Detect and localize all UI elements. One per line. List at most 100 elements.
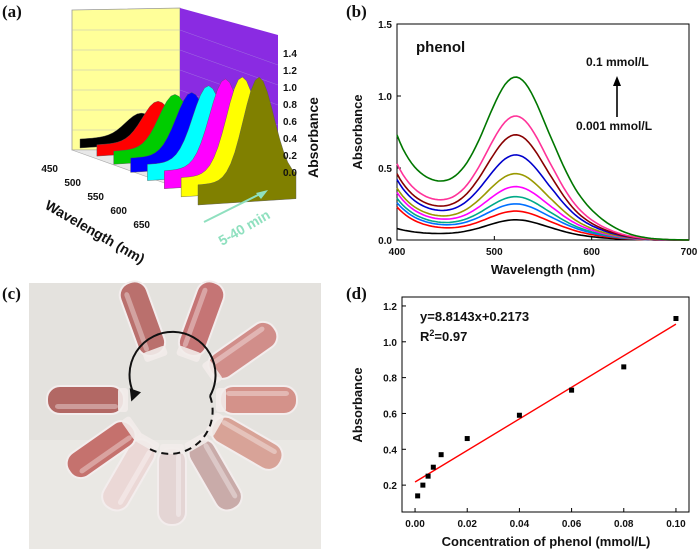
- vial-highlight: [79, 435, 132, 474]
- vial: [216, 385, 298, 415]
- absorbance-tick-label: 1.0: [283, 83, 297, 94]
- circle-arrow-head: [129, 388, 142, 402]
- data-point: [415, 493, 421, 499]
- b-y-axis-label: Absorbance: [350, 94, 365, 169]
- d-y-axis-label: Absorbance: [350, 367, 365, 442]
- b-y-tick-label: 1.5: [378, 20, 392, 31]
- d-y-tick-label: 1.0: [383, 338, 397, 349]
- vial-neck: [122, 416, 142, 440]
- panel-c: (c): [2, 280, 321, 549]
- d-equation: y=8.8143x+0.2173: [420, 309, 529, 324]
- vial: [46, 385, 128, 415]
- vial-liquid: [46, 385, 125, 415]
- vial-highlight: [55, 404, 118, 409]
- d-y-tick-label: 0.8: [383, 374, 397, 385]
- d-x-tick-label: 0.04: [510, 519, 530, 530]
- vial: [202, 320, 279, 384]
- vial-liquid: [219, 385, 298, 415]
- a-z-axis-label: Absorbance: [305, 97, 321, 178]
- vial-neck: [143, 345, 168, 362]
- fit-line: [414, 323, 677, 483]
- spectrum-line: [396, 76, 689, 241]
- d-x-tick-label: 0.10: [666, 519, 686, 530]
- wall-gridline: [179, 49, 279, 86]
- b-high-conc-label: 0.1 mmol/L: [586, 55, 649, 69]
- b-ticks: 400 500 600 700 0.0 0.5 1.0 1.5: [378, 20, 698, 258]
- data-point: [569, 387, 575, 393]
- spectrum-slice: [197, 76, 297, 206]
- vial-neck: [202, 360, 222, 384]
- vial-highlight: [117, 449, 152, 505]
- vial-highlight: [124, 292, 149, 352]
- d-y-tick-label: 0.2: [383, 481, 397, 492]
- vial-neck: [118, 388, 128, 412]
- data-point: [420, 482, 426, 488]
- absorbance-ticks: 0.0 0.2 0.4 0.6 0.8 1.0 1.2 1.4: [283, 49, 297, 179]
- vial: [184, 433, 243, 512]
- wall-gridline: [179, 29, 279, 66]
- data-point: [438, 452, 444, 458]
- d-ticks: 0.00 0.02 0.04 0.06 0.08 0.10 0.2 0.4 0.6 0.8 1.0 1…: [383, 302, 686, 530]
- spectrum-line: [396, 206, 689, 241]
- spectra-slices: [79, 76, 297, 206]
- d-x-tick-label: 0.00: [405, 519, 425, 530]
- vial: [101, 433, 160, 512]
- wavelength-ticks: 450 500 550 600 650: [41, 164, 150, 231]
- absorbance-tick-label: 1.4: [283, 49, 297, 60]
- d-y-tick-label: 0.6: [383, 409, 397, 420]
- b-plot-frame: [396, 23, 690, 241]
- absorbance-tick-label: 0.4: [283, 134, 297, 145]
- d-x-tick-label: 0.02: [457, 519, 477, 530]
- vial-neck: [176, 345, 201, 362]
- d-x-tick-label: 0.06: [562, 519, 582, 530]
- b-low-conc-label: 0.001 mmol/L: [576, 119, 652, 133]
- vial-highlight: [221, 420, 277, 455]
- b-conc-arrow-head: [613, 76, 621, 86]
- panel-a: (a) 450 500 550 600 650 0.0 0.2 0.4 0.6 0.8 1.0 1.…: [2, 2, 321, 267]
- data-point: [621, 364, 627, 370]
- d-r2-superscript: 2: [429, 328, 434, 338]
- b-x-axis-label: Wavelength (nm): [491, 262, 595, 277]
- panel-label-d: (d): [346, 284, 367, 303]
- b-x-tick-label: 700: [681, 247, 698, 258]
- d-x-axis-label: Concentration of phenol (mmol/L): [442, 534, 651, 549]
- vial-neck: [205, 412, 224, 437]
- a-x-axis-label: Wavelength (nm): [43, 197, 148, 267]
- circle-arrow-solid: [128, 330, 217, 397]
- circle-arrow-dashed: [147, 395, 214, 455]
- vial-liquid: [157, 447, 187, 526]
- d-r2-letter: R: [420, 329, 430, 344]
- b-x-tick-label: 400: [389, 247, 406, 258]
- absorbance-tick-label: 1.2: [283, 66, 297, 77]
- time-arrow: [203, 192, 263, 223]
- wavelength-tick-label: 450: [41, 164, 58, 175]
- vial-highlight: [226, 391, 289, 396]
- panel-label-c: (c): [2, 284, 21, 303]
- data-point: [673, 316, 679, 321]
- d-plot-area: [414, 316, 679, 499]
- b-y-tick-label: 0.0: [378, 236, 392, 247]
- spectrum-line: [396, 115, 690, 241]
- wavelength-tick-label: 500: [64, 178, 81, 189]
- b-y-tick-label: 1.0: [378, 92, 392, 103]
- panel-d: (d) 0.00 0.02 0.04 0.06 0.08 0.10 0.2 0.4 0.6 0.8…: [346, 284, 690, 549]
- vial-highlight: [212, 326, 265, 365]
- vial: [176, 280, 226, 362]
- vial: [118, 280, 168, 362]
- b-y-tick-label: 0.5: [378, 164, 392, 175]
- d-y-tick-label: 0.4: [383, 445, 397, 456]
- absorbance-tick-label: 0.0: [283, 168, 297, 179]
- wavelength-tick-label: 600: [110, 206, 127, 217]
- b-phenol-label: phenol: [416, 39, 465, 56]
- data-point: [425, 473, 431, 479]
- vial-neck: [184, 433, 209, 452]
- data-point: [430, 464, 436, 470]
- d-x-tick-label: 0.08: [614, 519, 634, 530]
- vial: [65, 416, 142, 480]
- time-arrow-head: [256, 190, 268, 199]
- vial: [205, 412, 284, 471]
- vial-neck: [216, 388, 226, 412]
- d-r2: R2=0.97: [420, 328, 467, 344]
- vial-neck: [135, 433, 160, 452]
- panel-b: (b) 400 500 600 700 0.0 0.5 1.0 1.5 phenol 0.1 …: [346, 2, 698, 277]
